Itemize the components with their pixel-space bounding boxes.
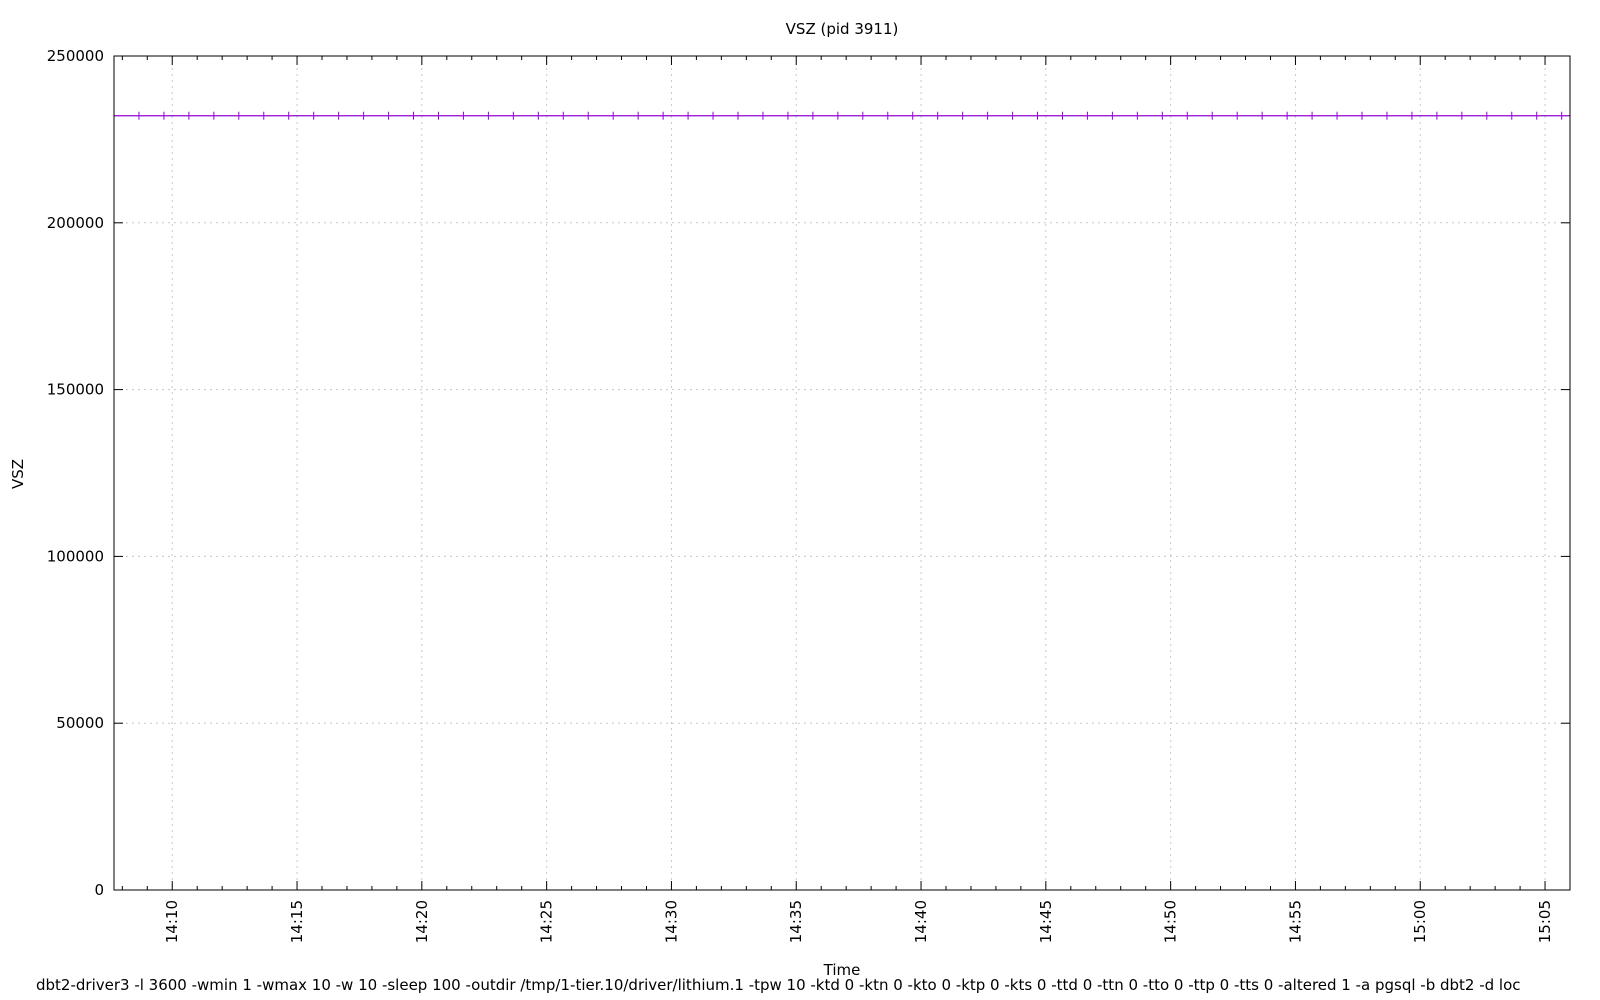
x-tick-label: 15:00: [1411, 900, 1429, 943]
plot-frame: [113, 55, 1571, 891]
axes: 0 50000 100000 150000 200000 250000 14:10 14:15…: [47, 47, 1571, 943]
chart-title: VSZ (pid 3911): [786, 20, 899, 38]
x-axis-label: Time: [823, 961, 861, 979]
y-tick-label: 50000: [56, 714, 104, 732]
x-tick-label: 14:55: [1286, 900, 1304, 943]
x-tick-label: 14:10: [163, 900, 181, 943]
command-caption: dbt2-driver3 -l 3600 -wmin 1 -wmax 10 -w…: [36, 976, 1521, 994]
x-tick-label: 14:20: [413, 900, 431, 943]
y-tick-label: 250000: [47, 47, 104, 65]
x-tick-label: 14:40: [912, 900, 930, 943]
x-tick-label: 14:35: [787, 900, 805, 943]
y-tick-label: 0: [94, 881, 104, 899]
x-tick-label: 14:15: [288, 900, 306, 943]
y-tick-label: 100000: [47, 547, 104, 565]
x-tick-label: 14:50: [1162, 900, 1180, 943]
x-tick-label: 14:30: [662, 900, 680, 943]
series-layer: [113, 111, 1570, 120]
x-tick-label: 14:25: [538, 900, 556, 943]
y-axis-label: VSZ: [9, 459, 27, 489]
y-tick-label: 200000: [47, 214, 104, 232]
x-tick-label: 14:45: [1037, 900, 1055, 943]
y-tick-label: 150000: [47, 381, 104, 399]
x-tick-label: 15:05: [1536, 900, 1554, 943]
grid: [114, 56, 1570, 890]
